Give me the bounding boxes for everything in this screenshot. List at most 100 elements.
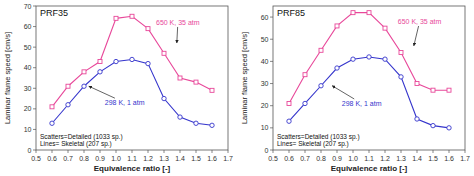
y-tick [270,61,273,62]
y-tick-label: 40 [24,64,32,71]
plot-frame [273,6,465,150]
marker-square [351,11,355,15]
y-tick [33,108,36,109]
y-tick-label: 50 [261,36,269,43]
y-tick [33,150,36,151]
y-tick-label: 0 [28,147,32,154]
panel: 0.50.60.70.80.91.01.11.21.31.41.51.61.70… [3,3,233,174]
y-tick [270,17,273,18]
y-tick-label: 60 [261,14,269,21]
x-tick-label: 1.3 [159,155,169,162]
marker-circle [194,121,198,125]
y-tick-label: 30 [24,85,32,92]
x-tick-label: 0.9 [332,155,342,162]
y-tick-label: 60 [24,23,32,30]
x-tick-label: 0.7 [300,155,310,162]
y-tick-label: 0 [265,147,269,154]
x-tick [369,150,370,153]
marker-circle [383,57,387,61]
marker-square [82,70,86,74]
marker-circle [447,126,451,130]
annotation-text: 298 K, 1 atm [105,99,145,106]
x-tick [100,150,101,153]
x-tick-label: 0.6 [47,155,57,162]
x-axis-label: Equivalence ratio [-] [94,164,171,173]
x-tick [68,150,69,153]
marker-circle [146,61,150,65]
annotation-text: 298 K, 1 atm [342,100,382,107]
x-tick-label: 0.5 [31,155,41,162]
marker-circle [351,57,355,61]
marker-square [431,88,435,92]
plot-marks [287,11,451,130]
x-tick-label: 1.0 [348,155,358,162]
annotation-arrow [89,86,115,98]
x-tick-label: 0.5 [268,155,278,162]
y-tick-label: 20 [24,105,32,112]
annotation-text: 650 K, 35 atm [156,19,200,26]
marker-square [367,11,371,15]
annotation-arrow [414,26,419,46]
marker-circle [415,117,419,121]
x-tick [84,150,85,153]
x-tick [52,150,53,153]
marker-circle [431,123,435,127]
x-tick-label: 1.1 [127,155,137,162]
x-tick-label: 0.6 [284,155,294,162]
marker-square [162,51,166,55]
x-tick [305,150,306,153]
x-tick-label: 1.1 [364,155,374,162]
x-tick [289,150,290,153]
plot-marks [50,14,214,127]
x-tick [212,150,213,153]
marker-square [194,80,198,84]
x-tick [337,150,338,153]
x-tick-label: 1.2 [143,155,153,162]
x-tick [353,150,354,153]
marker-square [130,14,134,18]
series-line [52,59,212,125]
y-tick [270,150,273,151]
annotation-arrow [176,27,178,43]
marker-circle [319,84,323,88]
marker-square [303,73,307,77]
y-tick [33,6,36,7]
x-tick [228,150,229,153]
marker-circle [162,96,166,100]
x-tick [321,150,322,153]
marker-square [383,26,387,30]
x-tick [401,150,402,153]
x-tick-label: 1.5 [191,155,201,162]
note: Scatters=Detailed (1033 sp.)Lines= Skele… [40,133,123,149]
x-tick-label: 1.7 [460,155,470,162]
x-tick-label: 0.8 [316,155,326,162]
x-tick-label: 1.4 [412,155,422,162]
x-tick [196,150,197,153]
x-tick [273,150,274,153]
x-tick-label: 1.7 [223,155,233,162]
y-tick [270,127,273,128]
marker-square [335,24,339,28]
marker-square [98,60,102,64]
y-tick-label: 40 [261,58,269,65]
annotation-text: 650 K, 35 atm [398,18,442,25]
plot-frame [36,6,228,150]
marker-square [66,84,70,88]
x-tick [116,150,117,153]
x-tick-label: 1.2 [380,155,390,162]
x-tick [180,150,181,153]
x-tick-label: 1.0 [111,155,121,162]
y-tick-label: 50 [24,44,32,51]
x-tick [417,150,418,153]
x-axis-label: Equivalence ratio [-] [331,164,408,173]
x-tick [385,150,386,153]
x-tick [132,150,133,153]
x-tick-label: 1.4 [175,155,185,162]
x-tick [449,150,450,153]
x-tick-label: 1.6 [444,155,454,162]
marker-circle [50,121,54,125]
marker-circle [287,119,291,123]
y-tick [33,26,36,27]
marker-square [287,101,291,105]
y-tick [270,39,273,40]
